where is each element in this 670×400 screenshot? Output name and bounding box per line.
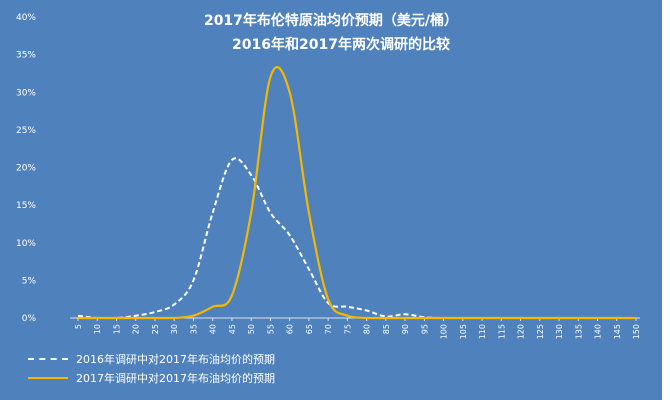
x-tick-label: 80 <box>363 324 372 334</box>
x-tick-label: 45 <box>228 324 237 334</box>
x-tick-label: 60 <box>286 324 295 334</box>
y-tick-label: 25% <box>16 126 36 136</box>
y-tick-label: 20% <box>16 164 36 174</box>
series-line-2016 <box>77 157 636 319</box>
x-tick-label: 95 <box>420 324 429 334</box>
y-tick-label: 5% <box>22 276 37 286</box>
x-tick-label: 90 <box>401 324 410 334</box>
x-tick-label: 25 <box>151 324 160 334</box>
y-tick-label: 15% <box>16 201 36 211</box>
legend-swatch-dashed <box>28 358 68 360</box>
x-tick-label: 120 <box>517 324 526 339</box>
x-tick-label: 145 <box>613 324 622 339</box>
x-tick-label: 110 <box>478 324 487 339</box>
y-tick-label: 30% <box>16 88 36 98</box>
x-tick-label: 140 <box>594 324 603 339</box>
legend-label-2017: 2017年调研中对2017年布油均价的预期 <box>76 372 275 385</box>
x-tick-label: 70 <box>324 324 333 334</box>
y-tick-label: 35% <box>16 51 36 61</box>
series-line-2017 <box>78 66 636 320</box>
x-tick-label: 135 <box>574 324 583 339</box>
x-tick-label: 100 <box>440 324 449 339</box>
x-tick-label: 5 <box>74 324 83 329</box>
x-tick-label: 115 <box>497 324 506 339</box>
x-tick-label: 85 <box>382 324 391 334</box>
x-tick-label: 55 <box>266 324 275 334</box>
x-tick-label: 40 <box>209 324 218 334</box>
legend-label-2016: 2016年调研中对2017年布油均价的预期 <box>76 353 275 366</box>
x-tick-label: 150 <box>632 324 641 339</box>
x-tick-label: 125 <box>536 324 545 339</box>
legend-swatch-solid <box>28 377 68 379</box>
legend-item-2017: 2017年调研中对2017年布油均价的预期 <box>28 370 275 386</box>
y-tick-label: 0% <box>22 314 37 324</box>
y-tick-label: 40% <box>16 13 36 23</box>
x-tick-label: 15 <box>112 324 121 334</box>
chart-title: 2017年布伦特原油均价预期（美元/桶） <box>203 13 459 29</box>
x-tick-label: 10 <box>93 324 102 334</box>
x-tick-label: 35 <box>189 324 198 334</box>
x-tick-label: 20 <box>132 324 141 334</box>
y-tick-label: 10% <box>16 239 36 249</box>
x-tick-label: 75 <box>343 324 352 334</box>
legend-item-2016: 2016年调研中对2017年布油均价的预期 <box>28 351 275 367</box>
x-tick-label: 50 <box>247 324 256 334</box>
x-tick-label: 30 <box>170 324 179 334</box>
x-tick-label: 105 <box>459 324 468 339</box>
chart-subtitle: 2016年和2017年两次调研的比较 <box>232 37 450 53</box>
x-tick-label: 130 <box>555 324 564 339</box>
x-tick-label: 65 <box>305 324 314 334</box>
